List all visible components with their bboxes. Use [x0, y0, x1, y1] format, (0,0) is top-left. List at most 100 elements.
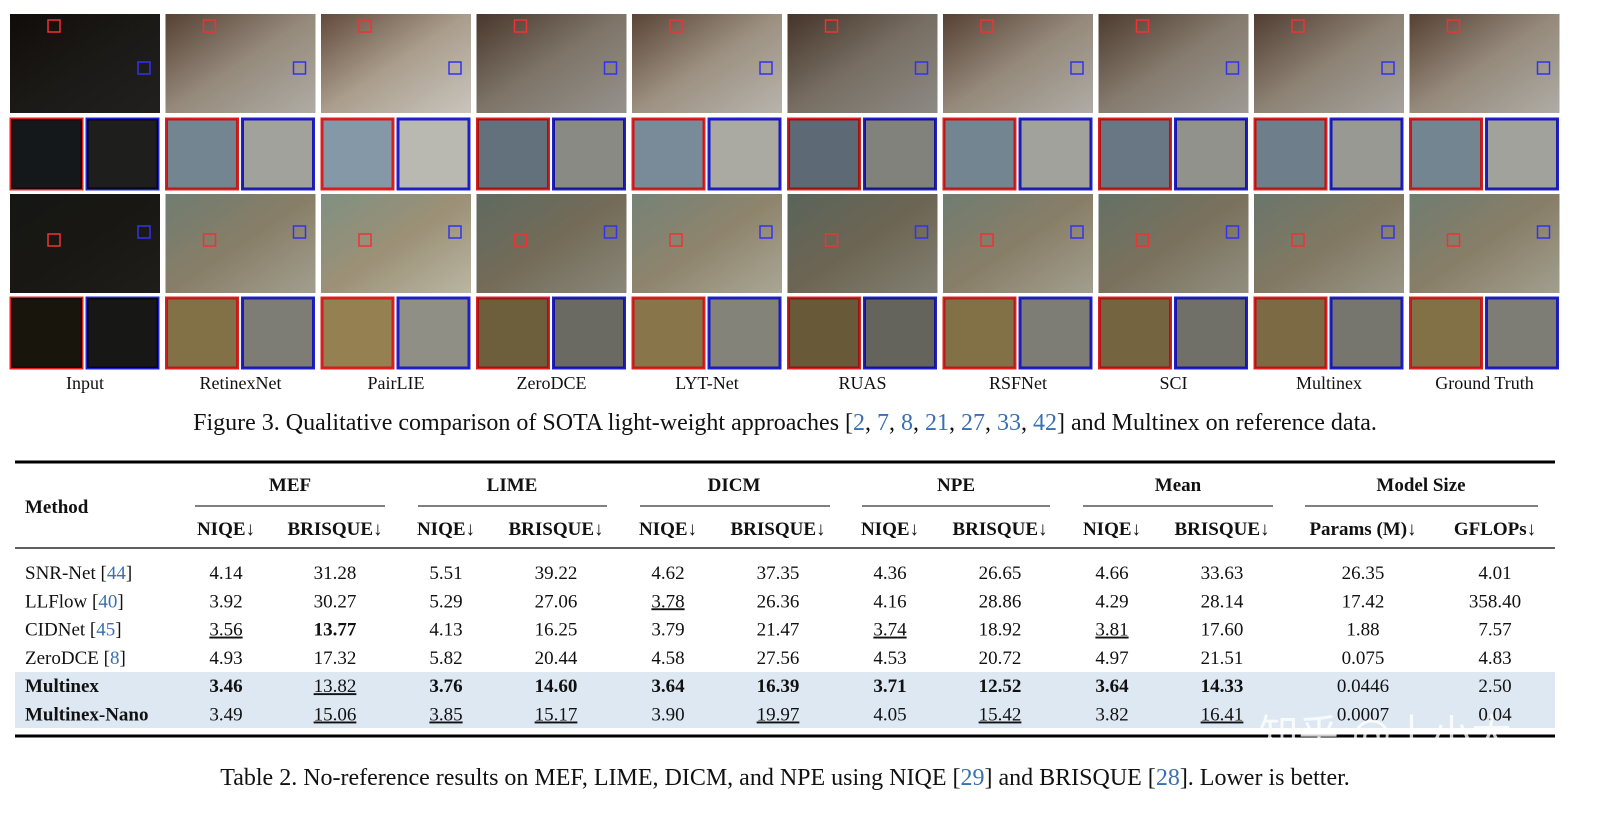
crop-shade	[11, 298, 82, 368]
crop-shade	[1020, 298, 1091, 368]
caption-text: ]	[126, 563, 132, 584]
table-cell: 13.82	[314, 676, 357, 697]
table-cell: 3.64	[1095, 676, 1129, 697]
photo	[1254, 14, 1404, 113]
caption: SNR-Net [44]	[25, 563, 132, 584]
crop	[1018, 296, 1093, 370]
crop-shade	[709, 119, 780, 189]
table-cell: 27.06	[535, 591, 578, 612]
zoom-box	[448, 61, 462, 75]
crop	[396, 296, 471, 370]
table-cell: 4.36	[873, 563, 906, 584]
zoom-box	[1225, 61, 1240, 75]
caption-text: CIDNet [	[25, 620, 96, 641]
table-cell: 0.0446	[1337, 676, 1389, 697]
sub-header: BRISQUE↓	[952, 519, 1047, 540]
crop	[707, 296, 782, 370]
citation: 27	[961, 410, 985, 436]
photo	[943, 14, 1093, 113]
zoom-box	[358, 233, 372, 247]
caption-text: ,	[913, 410, 925, 436]
table-cell: 3.78	[651, 591, 684, 612]
row-highlight	[15, 672, 1555, 700]
crop	[396, 117, 471, 191]
crop-shade	[242, 119, 314, 189]
photo	[787, 194, 938, 293]
crop	[942, 117, 1017, 191]
crop	[320, 296, 395, 370]
crop	[241, 117, 315, 191]
zoom-box	[914, 225, 929, 239]
table-cell: 17.32	[314, 648, 357, 669]
zoom-box	[358, 19, 372, 33]
zoom-box	[1135, 233, 1150, 247]
table-cell: 15.06	[314, 705, 357, 726]
table-cell: 20.72	[979, 648, 1022, 669]
crop-shade	[1020, 119, 1091, 189]
citation: 21	[925, 410, 949, 436]
table-cell: 14.33	[1201, 676, 1244, 697]
table-cell: 4.58	[651, 648, 684, 669]
caption-text: ] and Multinex on reference data.	[1057, 410, 1377, 436]
table-cell: 4.13	[429, 620, 462, 641]
citation: 42	[1033, 410, 1057, 436]
table-cell: 4.93	[209, 648, 242, 669]
zoom-box	[1536, 225, 1551, 239]
zoom-box	[1291, 19, 1305, 33]
column-header: Method	[25, 497, 89, 518]
zoom-box	[1381, 61, 1395, 75]
crop-shade	[1175, 298, 1247, 368]
caption-text: ] and BRISQUE [	[984, 765, 1155, 791]
crop	[1253, 117, 1328, 191]
table-cell: 21.47	[757, 620, 800, 641]
table-cell: 33.63	[1201, 563, 1244, 584]
crop-shade	[166, 298, 238, 368]
column-label: Multinex	[1296, 373, 1362, 393]
table-cell: 2.50	[1478, 676, 1511, 697]
sub-header: BRISQUE↓	[1174, 519, 1269, 540]
zoom-box	[824, 19, 839, 33]
caption-text: ,	[1021, 410, 1033, 436]
table-cell: 3.85	[429, 705, 462, 726]
crop	[1409, 296, 1483, 370]
citation: 28	[1156, 765, 1180, 791]
sub-header: BRISQUE↓	[287, 519, 382, 540]
zoom-box	[513, 233, 528, 247]
table-cell: 20.44	[535, 648, 578, 669]
crop	[320, 117, 395, 191]
photo	[1254, 194, 1404, 293]
citation: 44	[107, 563, 127, 584]
zoom-box	[1070, 225, 1084, 239]
crop-shade	[1255, 298, 1326, 368]
zoom-box	[202, 233, 217, 247]
photo-shade	[1409, 14, 1560, 113]
row-highlight	[15, 700, 1555, 728]
photo-shade	[1098, 14, 1249, 113]
caption-text: ,	[865, 410, 877, 436]
crop-shade	[1410, 298, 1482, 368]
crop	[476, 296, 550, 370]
crop-shade	[1099, 119, 1171, 189]
photo	[943, 194, 1093, 293]
citation: 45	[96, 620, 115, 641]
table-cell: 31.28	[314, 563, 357, 584]
crop	[1174, 296, 1248, 370]
crop	[1174, 117, 1248, 191]
sub-header: NIQE↓	[417, 519, 475, 540]
zoom-box	[1225, 225, 1240, 239]
photo	[165, 194, 316, 293]
table-cell: 18.92	[979, 620, 1022, 641]
table-cell: 3.46	[209, 676, 242, 697]
caption-text: ,	[985, 410, 997, 436]
photo-shade	[632, 194, 782, 293]
zoom-box	[603, 61, 618, 75]
caption: Figure 3. Qualitative comparison of SOTA…	[193, 410, 1377, 436]
crop-shade	[87, 119, 158, 189]
crop-shade	[633, 119, 704, 189]
table-cell: 3.81	[1095, 620, 1128, 641]
table-cell: 3.71	[873, 676, 906, 697]
table-cell: 4.05	[873, 705, 906, 726]
sub-header: NIQE↓	[197, 519, 255, 540]
column-label: PairLIE	[368, 373, 425, 393]
zoom-box	[980, 19, 994, 33]
